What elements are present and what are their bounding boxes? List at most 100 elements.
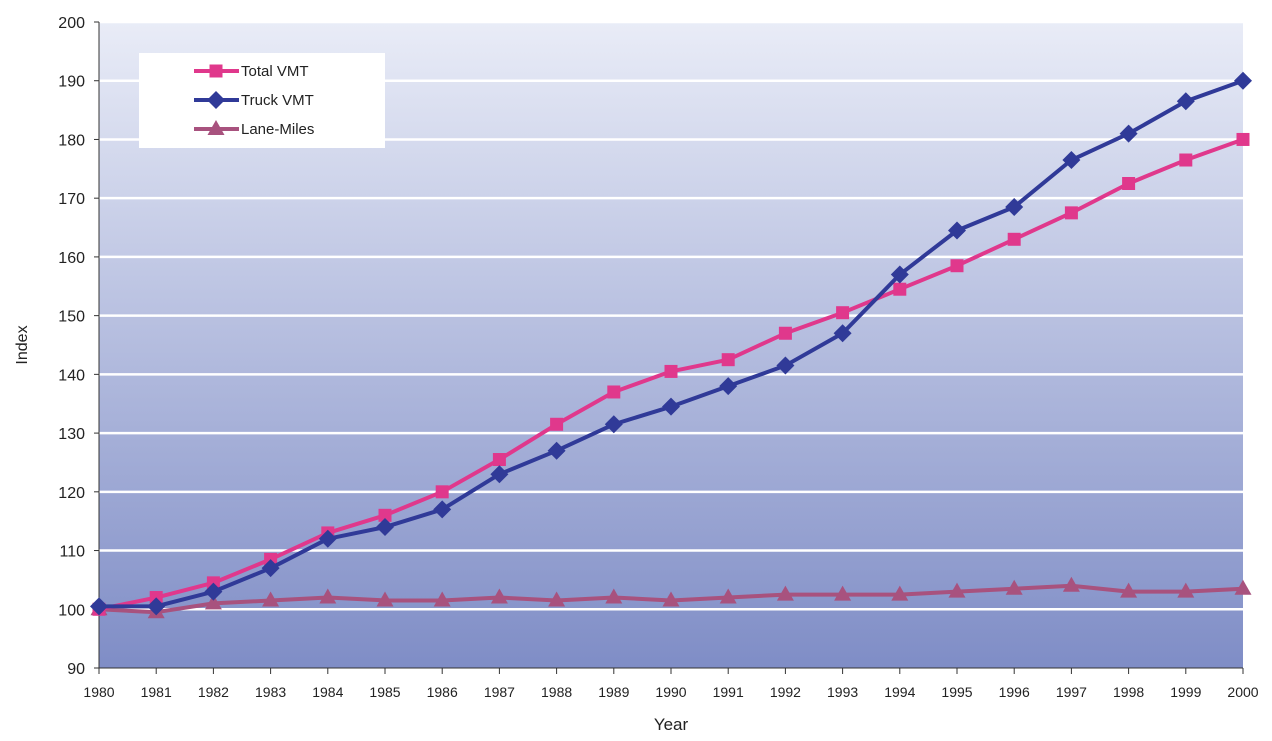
- total-vmt-point: [1179, 153, 1193, 167]
- lane-miles-point: [548, 591, 566, 607]
- truck-vmt-point: [90, 597, 108, 616]
- x-tick-label: 1992: [770, 684, 801, 700]
- truck-vmt-point: [547, 441, 566, 460]
- x-tick-label: 1995: [941, 684, 972, 700]
- truck-vmt-point: [147, 597, 166, 616]
- total-vmt-point: [1064, 206, 1078, 220]
- y-tick-label: 140: [58, 367, 85, 384]
- x-tick-label: 1980: [83, 684, 114, 700]
- y-axis-title: Index: [14, 325, 31, 364]
- y-tick-label: 160: [58, 250, 85, 267]
- truck-vmt-point: [376, 518, 394, 537]
- x-tick-label: 1996: [999, 684, 1030, 700]
- truck-vmt-point: [948, 221, 966, 240]
- lane-miles-point: [948, 582, 966, 598]
- legend-label-truck-vmt: Truck VMT: [241, 92, 314, 109]
- y-tick-label: 110: [59, 544, 85, 561]
- x-tick-label: 1994: [884, 684, 915, 700]
- lane-miles-series: [90, 576, 1252, 619]
- truck-vmt-point: [890, 265, 909, 284]
- lane-miles-point: [319, 588, 337, 604]
- y-tick-label: 190: [58, 74, 85, 91]
- x-tick-label: 1982: [198, 684, 229, 700]
- y-tick-label: 100: [58, 602, 85, 619]
- truck-vmt-point: [1005, 197, 1024, 216]
- y-tick-label: 200: [58, 15, 85, 32]
- lane-miles-point: [891, 585, 909, 601]
- axes: 90 100 110 120 130 140 150 160 170 180 190 200 1980 1…: [58, 15, 1258, 700]
- x-tick-label: 1987: [484, 684, 515, 700]
- x-tick-label: 1988: [541, 684, 572, 700]
- lane-miles-point: [490, 588, 508, 604]
- legend-box: [139, 53, 385, 148]
- truck-vmt-point: [1176, 92, 1195, 111]
- truck-vmt-point: [1062, 151, 1081, 170]
- x-tick-label: 1999: [1170, 684, 1201, 700]
- y-tick-label: 130: [58, 426, 85, 443]
- lane-miles-point: [262, 591, 280, 607]
- x-tick-label: 1981: [141, 684, 172, 700]
- truck-vmt-point: [490, 465, 509, 484]
- x-tick-label: 1997: [1056, 684, 1087, 700]
- y-tick-label: 170: [58, 191, 85, 208]
- truck-vmt-point: [776, 356, 795, 375]
- truck-vmt-point: [433, 500, 452, 519]
- x-tick-label: 2000: [1227, 684, 1258, 700]
- lane-miles-point: [834, 585, 852, 601]
- total-vmt-point: [550, 417, 564, 431]
- truck-vmt-series: [90, 71, 1252, 616]
- total-vmt-point: [1122, 177, 1136, 190]
- lane-miles-point: [1120, 582, 1138, 598]
- y-tick-label: 150: [58, 309, 85, 326]
- total-vmt-point: [607, 385, 621, 399]
- lane-miles-point: [376, 591, 394, 607]
- x-tick-label: 1986: [427, 684, 458, 700]
- lane-miles-point: [1062, 576, 1080, 592]
- x-tick-label: 1991: [713, 684, 744, 700]
- legend-marker-lane-miles: [207, 120, 225, 135]
- lane-miles-point: [433, 591, 451, 607]
- truck-vmt-point: [1119, 124, 1138, 143]
- total-vmt-point: [492, 453, 506, 467]
- x-axis-title: Year: [654, 715, 689, 734]
- legend-marker-truck-vmt: [207, 91, 225, 109]
- total-vmt-point: [778, 326, 792, 340]
- total-vmt-point: [721, 353, 735, 367]
- lane-miles-point: [719, 588, 737, 604]
- lane-miles-point: [1005, 579, 1023, 595]
- truck-vmt-point: [604, 415, 623, 434]
- lane-miles-point: [1234, 579, 1252, 595]
- x-tick-label: 1993: [827, 684, 858, 700]
- total-vmt-point: [1236, 132, 1250, 146]
- legend-label-lane-miles: Lane-Miles: [241, 121, 314, 138]
- legend: Total VMT Truck VMT Lane-Miles: [139, 53, 385, 148]
- truck-vmt-point: [1234, 71, 1252, 90]
- x-tick-label: 1989: [598, 684, 629, 700]
- legend-marker-total-vmt: [209, 64, 223, 78]
- legend-label-total-vmt: Total VMT: [241, 63, 309, 80]
- x-tick-label: 1985: [369, 684, 400, 700]
- truck-vmt-point: [261, 559, 280, 578]
- truck-vmt-point: [204, 582, 223, 601]
- truck-vmt-point: [719, 377, 738, 396]
- x-tick-label: 1984: [312, 684, 343, 700]
- lane-miles-point: [1177, 582, 1195, 598]
- series-layer: [90, 71, 1252, 619]
- total-vmt-point: [378, 508, 392, 522]
- x-tick-label: 1983: [255, 684, 286, 700]
- total-vmt-point: [950, 259, 964, 273]
- truck-vmt-point: [662, 397, 680, 416]
- y-tick-label: 120: [58, 485, 85, 502]
- total-vmt-point: [893, 282, 907, 296]
- x-tick-label: 1998: [1113, 684, 1144, 700]
- lane-miles-point: [776, 585, 794, 601]
- total-vmt-point: [836, 306, 850, 320]
- total-vmt-point: [1007, 232, 1021, 246]
- lane-miles-point: [662, 591, 680, 607]
- y-tick-label: 90: [67, 661, 85, 678]
- lane-miles-point: [605, 588, 623, 604]
- truck-vmt-point: [318, 529, 337, 548]
- x-tick-label: 1990: [655, 684, 686, 700]
- lane-miles-point: [204, 594, 222, 610]
- total-vmt-point: [435, 485, 449, 499]
